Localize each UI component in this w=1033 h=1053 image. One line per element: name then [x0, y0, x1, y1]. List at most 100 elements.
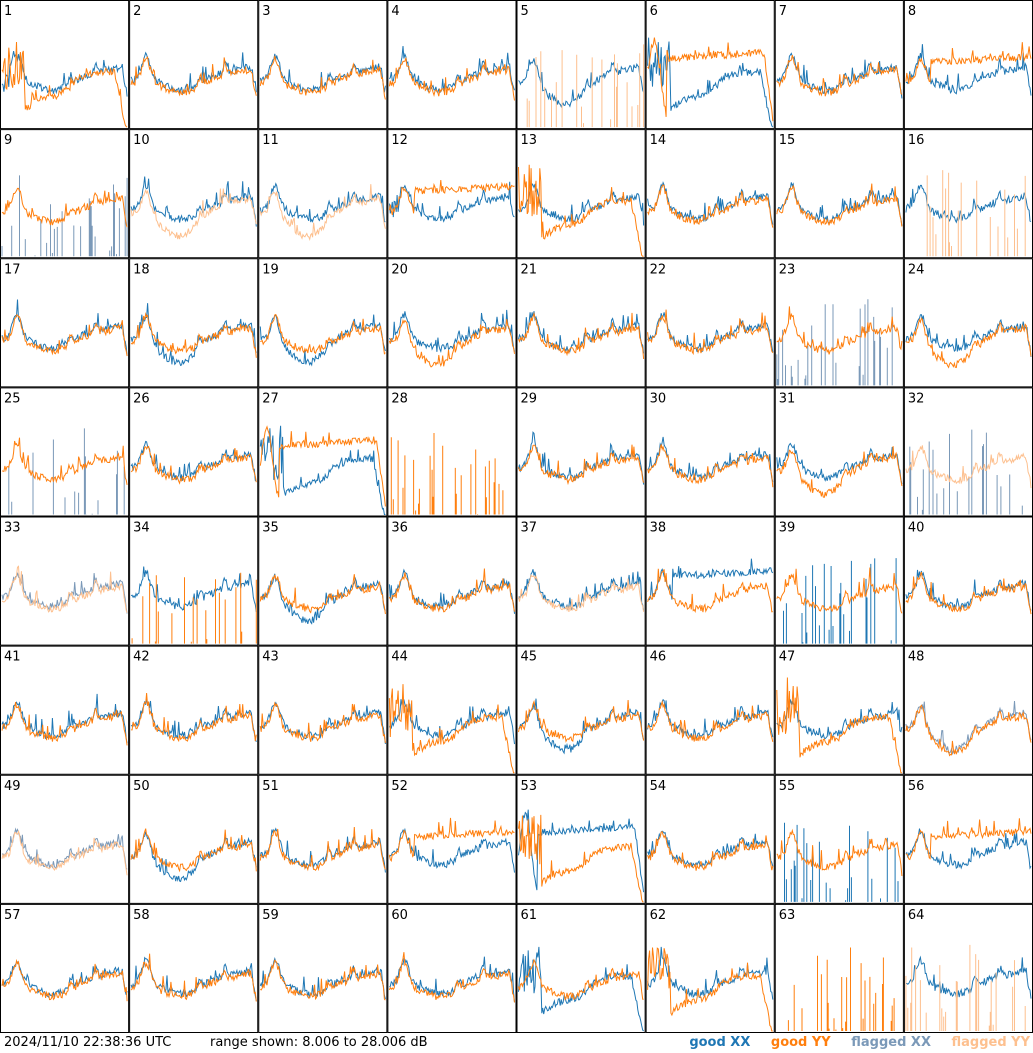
yy-trace [388, 568, 515, 613]
panel-label: 10 [133, 133, 150, 148]
panel-42: 42 [129, 645, 259, 775]
yy-trace [1, 41, 128, 128]
yy-trace [776, 567, 903, 614]
panel-label: 55 [779, 779, 796, 794]
yy-trace [130, 445, 257, 485]
panel-label: 22 [650, 262, 667, 277]
panel-label: 62 [650, 908, 667, 923]
panel-10: 10 [129, 129, 259, 259]
panel-label: 26 [133, 391, 150, 406]
panel-51: 51 [258, 774, 388, 904]
panel-label: 35 [262, 521, 279, 536]
panel-frame [258, 129, 388, 259]
panel-label: 51 [262, 779, 279, 794]
panel-label: 27 [262, 391, 279, 406]
yy-trace [776, 183, 903, 227]
panel-17: 17 [0, 258, 130, 388]
panel-37: 37 [516, 516, 646, 646]
xx-trace [518, 698, 645, 755]
panel-label: 44 [391, 650, 408, 665]
yy-trace [260, 313, 386, 355]
yy-trace [518, 958, 644, 1001]
panel-49: 49 [0, 774, 130, 904]
yy-trace [390, 433, 504, 515]
yy-trace [518, 699, 645, 743]
xx-trace [905, 828, 1032, 870]
panel-label: 24 [908, 262, 925, 277]
timestamp: 2024/11/10 22:38:36 UTC [4, 1035, 172, 1050]
xx-trace [388, 181, 515, 223]
yy-trace [647, 568, 773, 614]
yy-trace [388, 57, 515, 101]
yy-trace [647, 830, 774, 871]
panel-frame [0, 129, 130, 259]
yy-trace [260, 959, 386, 1001]
panel-label: 8 [908, 4, 916, 19]
panel-label: 9 [4, 133, 12, 148]
panel-18: 18 [129, 258, 259, 388]
yy-trace [518, 814, 644, 903]
yy-trace [926, 170, 1026, 257]
xx-trace [784, 822, 899, 902]
xx-trace [1, 572, 128, 614]
xx-trace [259, 425, 386, 515]
panel-41: 41 [0, 645, 130, 775]
panel-label: 54 [650, 779, 667, 794]
panel-frame [0, 258, 130, 388]
panel-label: 20 [391, 262, 408, 277]
xx-trace [518, 58, 645, 108]
panel-58: 58 [129, 903, 259, 1033]
panel-label: 36 [391, 521, 408, 536]
panel-26: 26 [129, 387, 259, 517]
panel-label: 43 [262, 650, 279, 665]
panel-15: 15 [774, 129, 904, 259]
panel-frame [774, 0, 904, 130]
panel-label: 2 [133, 4, 141, 19]
yy-trace [130, 188, 257, 240]
panel-label: 30 [650, 391, 667, 406]
panel-43: 43 [258, 645, 388, 775]
panel-label: 28 [391, 391, 408, 406]
panel-frame [258, 387, 388, 517]
panel-label: 15 [779, 133, 796, 148]
panel-label: 13 [521, 133, 538, 148]
panel-5: 5 [516, 0, 646, 130]
panel-38: 38 [645, 516, 775, 646]
panel-32: 32 [903, 387, 1033, 517]
panel-16: 16 [903, 129, 1033, 259]
yy-trace [388, 318, 515, 368]
panel-label: 34 [133, 521, 150, 536]
legend-flagged-xx: flagged XX [851, 1035, 931, 1050]
panel-label: 21 [521, 262, 538, 277]
yy-trace [776, 55, 903, 97]
panel-47: 47 [774, 645, 904, 775]
legend: good XX good YY flagged XX flagged YY [673, 1035, 1033, 1053]
panel-frame [645, 129, 775, 259]
yy-trace [131, 572, 257, 644]
legend-good-xx: good XX [689, 1035, 751, 1050]
panel-39: 39 [774, 516, 904, 646]
panel-frame [129, 903, 259, 1033]
yy-trace [259, 701, 386, 744]
panel-13: 13 [516, 129, 646, 259]
panel-label: 12 [391, 133, 408, 148]
panel-label: 52 [391, 779, 408, 794]
panel-40: 40 [903, 516, 1033, 646]
yy-trace [776, 306, 903, 355]
panel-label: 25 [4, 391, 21, 406]
yy-trace [1, 187, 128, 228]
yy-trace [518, 574, 645, 612]
panel-frame [387, 516, 517, 646]
panel-label: 45 [521, 650, 538, 665]
panel-label: 17 [4, 262, 21, 277]
panel-27: 27 [258, 387, 388, 517]
yy-trace [518, 311, 645, 360]
yy-trace [647, 309, 774, 356]
range-shown: range shown: 8.006 to 28.006 dB [210, 1035, 428, 1050]
xx-trace [647, 312, 774, 353]
panel-label: 38 [650, 521, 667, 536]
panel-61: 61 [516, 903, 646, 1033]
yy-trace [1, 702, 128, 746]
yy-trace [388, 952, 515, 1003]
panel-44: 44 [387, 645, 517, 775]
